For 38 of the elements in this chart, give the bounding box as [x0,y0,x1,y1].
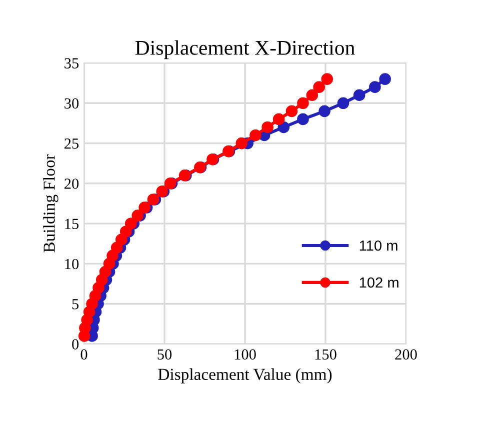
y-tick-label: 30 [64,98,79,109]
point [369,81,381,93]
point [353,89,366,102]
y-tick-label: 10 [65,258,79,270]
chart-title: Displacement X-Direction [135,40,355,60]
x-tick-label: 50 [158,349,172,360]
y-axis-title: Building Floor [43,154,58,252]
point [120,226,132,238]
point [313,81,325,93]
point [297,113,309,126]
point [306,89,318,102]
point [138,202,150,214]
x-axis-title: Displacement Value (mm) [158,368,332,384]
point [297,97,309,110]
point [321,73,334,85]
y-tick-label: 25 [64,138,79,149]
point [286,105,298,118]
point [132,210,144,222]
point [278,121,290,134]
y-tick-label: 0 [72,339,79,350]
point [250,129,262,142]
point [318,105,330,118]
y-tick-label: 15 [65,218,79,230]
legend-label: 110 m [360,240,398,251]
point [272,113,285,126]
point [337,97,350,110]
point [262,121,274,134]
y-tick-label: 20 [64,178,79,189]
y-tick-label: 5 [72,299,79,310]
point [124,218,137,230]
y-tick-label: 35 [64,58,79,68]
x-tick-label: 150 [315,349,336,360]
x-tick-label: 0 [80,349,88,360]
point [236,137,248,150]
x-tick-label: 100 [234,349,256,360]
point [379,73,391,85]
x-tick-label: 200 [395,349,417,360]
legend-label: 102 m [360,277,398,288]
